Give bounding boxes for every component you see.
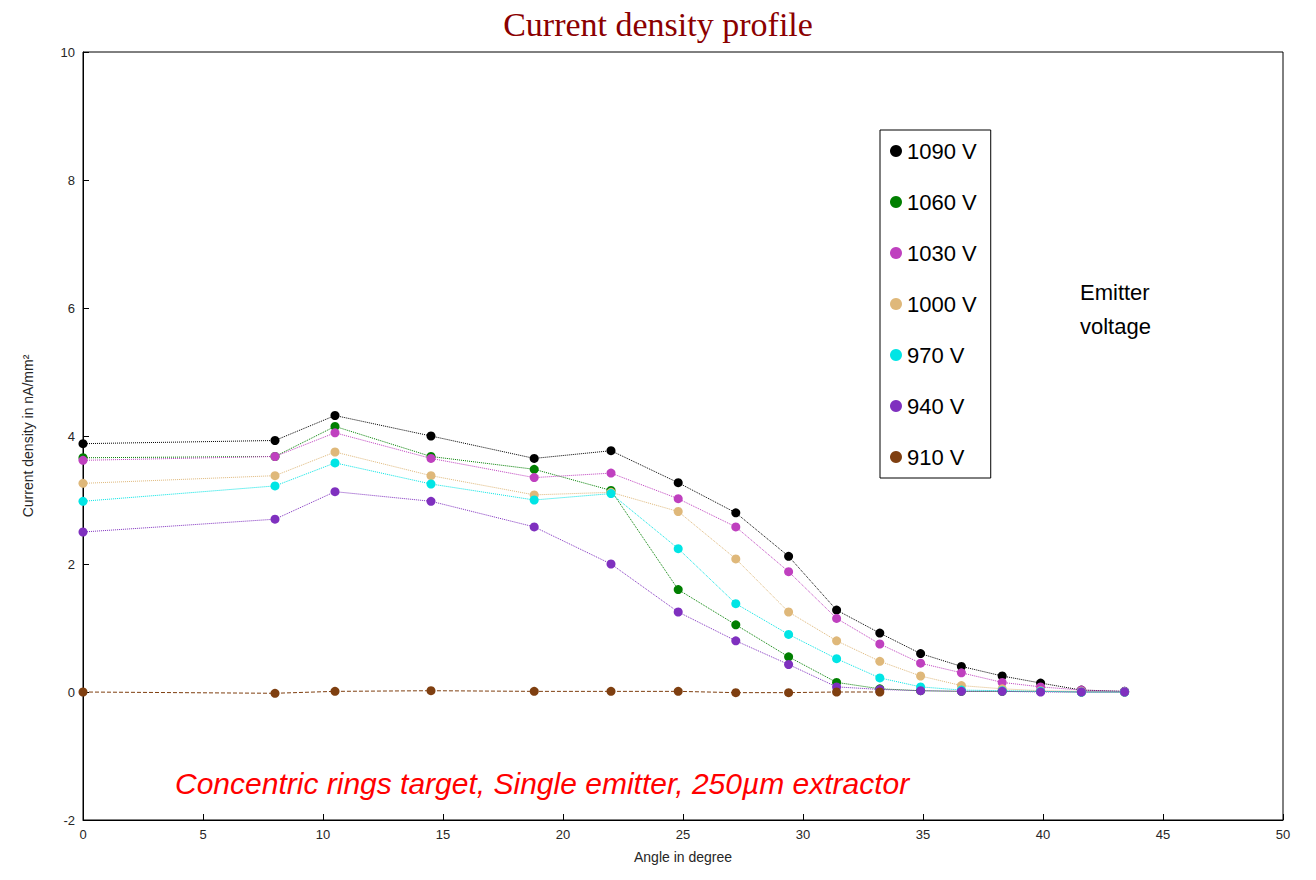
- svg-text:910 V: 910 V: [907, 445, 965, 470]
- svg-text:40: 40: [1036, 827, 1050, 842]
- svg-text:5: 5: [199, 827, 206, 842]
- svg-text:Current density in nA/mm²: Current density in nA/mm²: [20, 354, 36, 517]
- svg-text:0: 0: [79, 827, 86, 842]
- svg-text:6: 6: [68, 301, 75, 316]
- svg-text:1030 V: 1030 V: [907, 241, 977, 266]
- svg-text:-2: -2: [63, 813, 75, 828]
- svg-text:Angle in degree: Angle in degree: [634, 849, 732, 865]
- svg-text:20: 20: [556, 827, 570, 842]
- svg-text:1090 V: 1090 V: [907, 139, 977, 164]
- svg-text:1060 V: 1060 V: [907, 190, 977, 215]
- svg-text:50: 50: [1276, 827, 1290, 842]
- svg-text:15: 15: [436, 827, 450, 842]
- svg-text:940 V: 940 V: [907, 394, 965, 419]
- svg-text:8: 8: [68, 173, 75, 188]
- svg-text:35: 35: [916, 827, 930, 842]
- svg-text:Emitter: Emitter: [1080, 280, 1150, 305]
- svg-text:45: 45: [1156, 827, 1170, 842]
- svg-text:10: 10: [61, 45, 75, 60]
- svg-text:970 V: 970 V: [907, 343, 965, 368]
- svg-text:4: 4: [68, 429, 75, 444]
- svg-text:10: 10: [316, 827, 330, 842]
- svg-text:2: 2: [68, 557, 75, 572]
- svg-text:Current density profile: Current density profile: [503, 6, 813, 43]
- svg-text:voltage: voltage: [1080, 314, 1151, 339]
- svg-text:25: 25: [676, 827, 690, 842]
- svg-text:1000 V: 1000 V: [907, 292, 977, 317]
- svg-text:Concentric rings target, Singl: Concentric rings target, Single emitter,…: [175, 767, 910, 800]
- svg-text:0: 0: [68, 685, 75, 700]
- svg-text:30: 30: [796, 827, 810, 842]
